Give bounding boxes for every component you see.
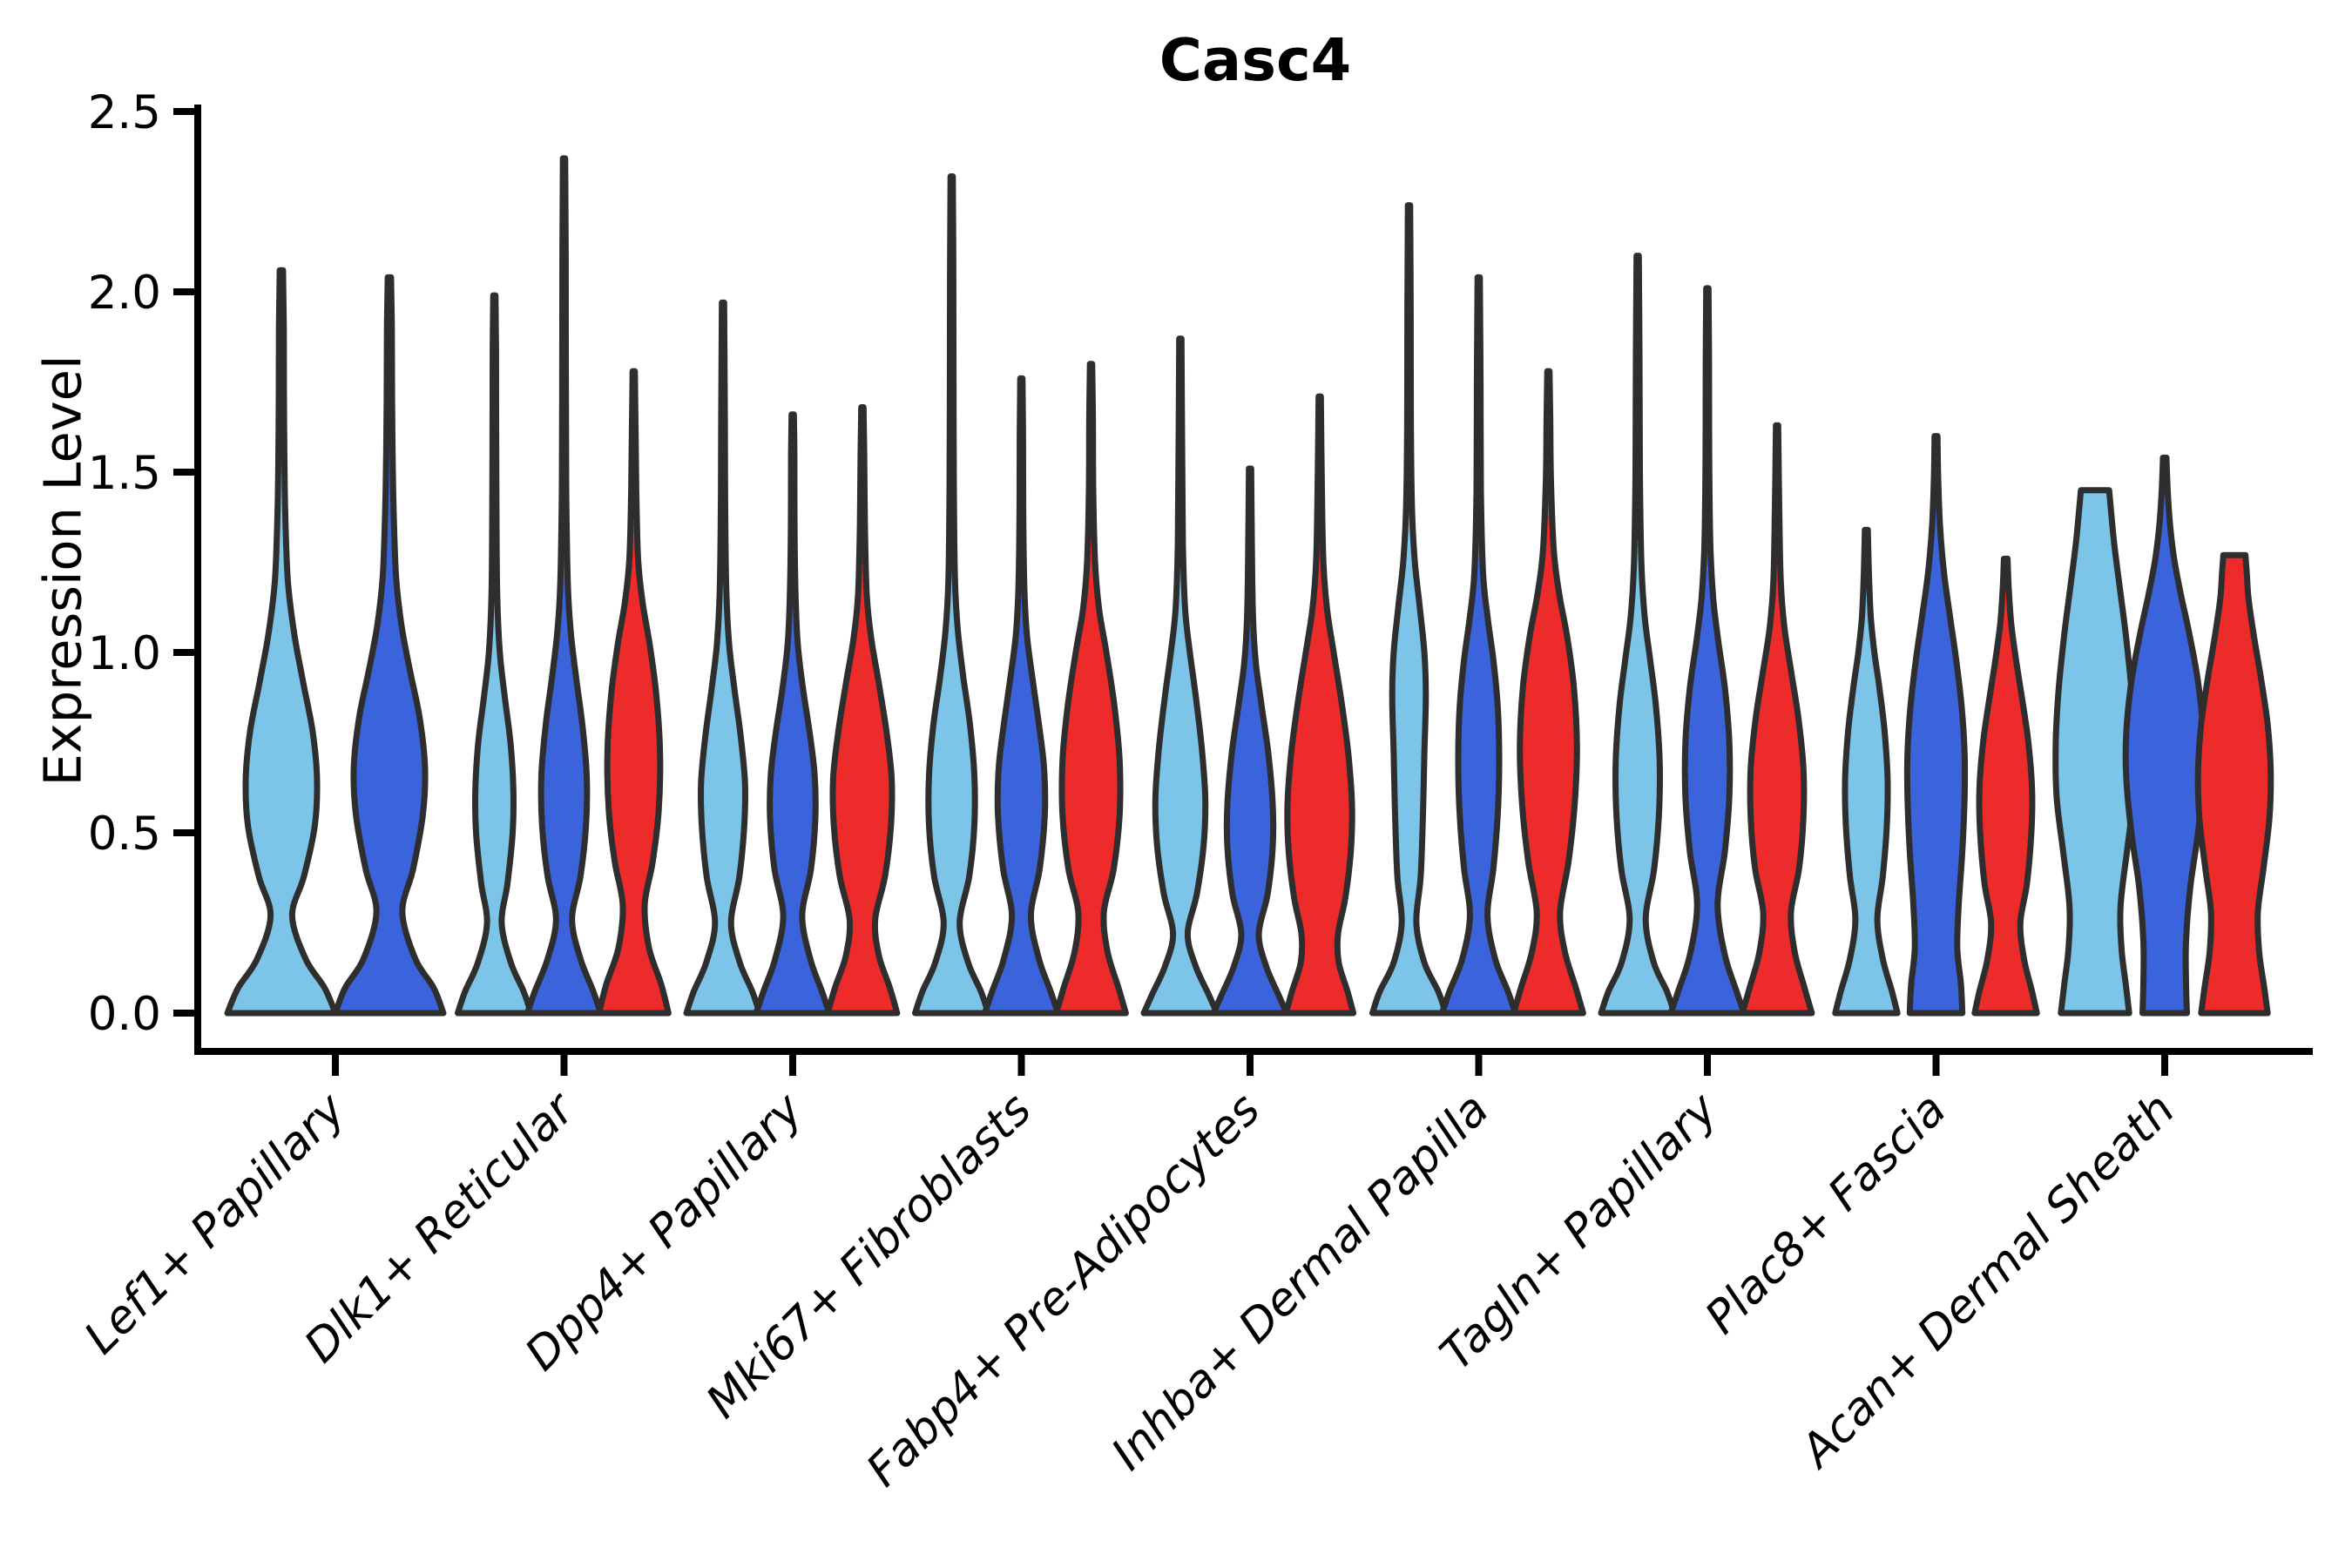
x-tick-label-acan-dermal-sheath: Acan+ Dermal Sheath [1789, 1084, 2185, 1479]
violin-acan-dermal-sheath-dark-blue [2122, 454, 2207, 1017]
violin-tagln-papillary-red [1739, 422, 1815, 1017]
violin-dlk1-reticular-dark-blue [524, 155, 604, 1017]
violin-plac8-fascia-dark-blue [1903, 433, 1969, 1017]
violin-tagln-papillary-light-blue [1598, 253, 1678, 1017]
violin-dpp4-papillary-dark-blue [753, 411, 833, 1017]
x-tick-label-plac8-fascia: Plac8+ Fascia [1695, 1084, 1956, 1344]
violin-inhba-dermal-papilla-light-blue [1369, 202, 1449, 1017]
violin-tagln-papillary-dark-blue [1667, 285, 1747, 1017]
y-tick-label-1.5: 1.5 [88, 447, 161, 500]
violin-mki67-fibroblasts-dark-blue [982, 375, 1061, 1017]
violin-lef1-papillary-dark-blue [332, 274, 447, 1017]
violin-dlk1-reticular-red [596, 368, 672, 1017]
x-tick-label-inhba-dermal-papilla: Inhba+ Dermal Papilla [1102, 1084, 1499, 1481]
violins [224, 155, 2274, 1017]
y-tick-label-0.5: 0.5 [88, 808, 161, 861]
violin-lef1-papillary-light-blue [224, 267, 339, 1017]
violin-fabp4-pre-adipocytes-light-blue [1140, 335, 1220, 1017]
violin-dpp4-papillary-light-blue [683, 299, 763, 1017]
violin-inhba-dermal-papilla-red [1511, 368, 1586, 1017]
violin-acan-dermal-sheath-light-blue [2052, 487, 2138, 1017]
violin-dpp4-papillary-red [824, 404, 901, 1017]
y-tick-label-1.0: 1.0 [88, 627, 161, 680]
violin-acan-dermal-sheath-red [2194, 551, 2274, 1017]
violin-plac8-fascia-red [1971, 555, 2040, 1017]
y-tick-label-2.0: 2.0 [88, 267, 161, 320]
y-tick-label-2.5: 2.5 [88, 86, 161, 139]
chart-title: Casc4 [1159, 26, 1352, 94]
violin-fabp4-pre-adipocytes-dark-blue [1210, 465, 1290, 1017]
violin-mki67-fibroblasts-light-blue [912, 173, 991, 1017]
violin-fabp4-pre-adipocytes-red [1282, 393, 1357, 1017]
y-axis-label: Expression Level [32, 355, 93, 787]
x-tick-label-fabp4-pre-adipocytes: Fabp4+ Pre-Adipocytes [857, 1084, 1271, 1497]
violin-dlk1-reticular-light-blue [455, 292, 534, 1017]
violin-inhba-dermal-papilla-dark-blue [1439, 274, 1518, 1017]
y-tick-label-0.0: 0.0 [88, 988, 161, 1041]
violin-mki67-fibroblasts-red [1053, 361, 1129, 1017]
violin-plac8-fascia-light-blue [1832, 526, 1901, 1017]
